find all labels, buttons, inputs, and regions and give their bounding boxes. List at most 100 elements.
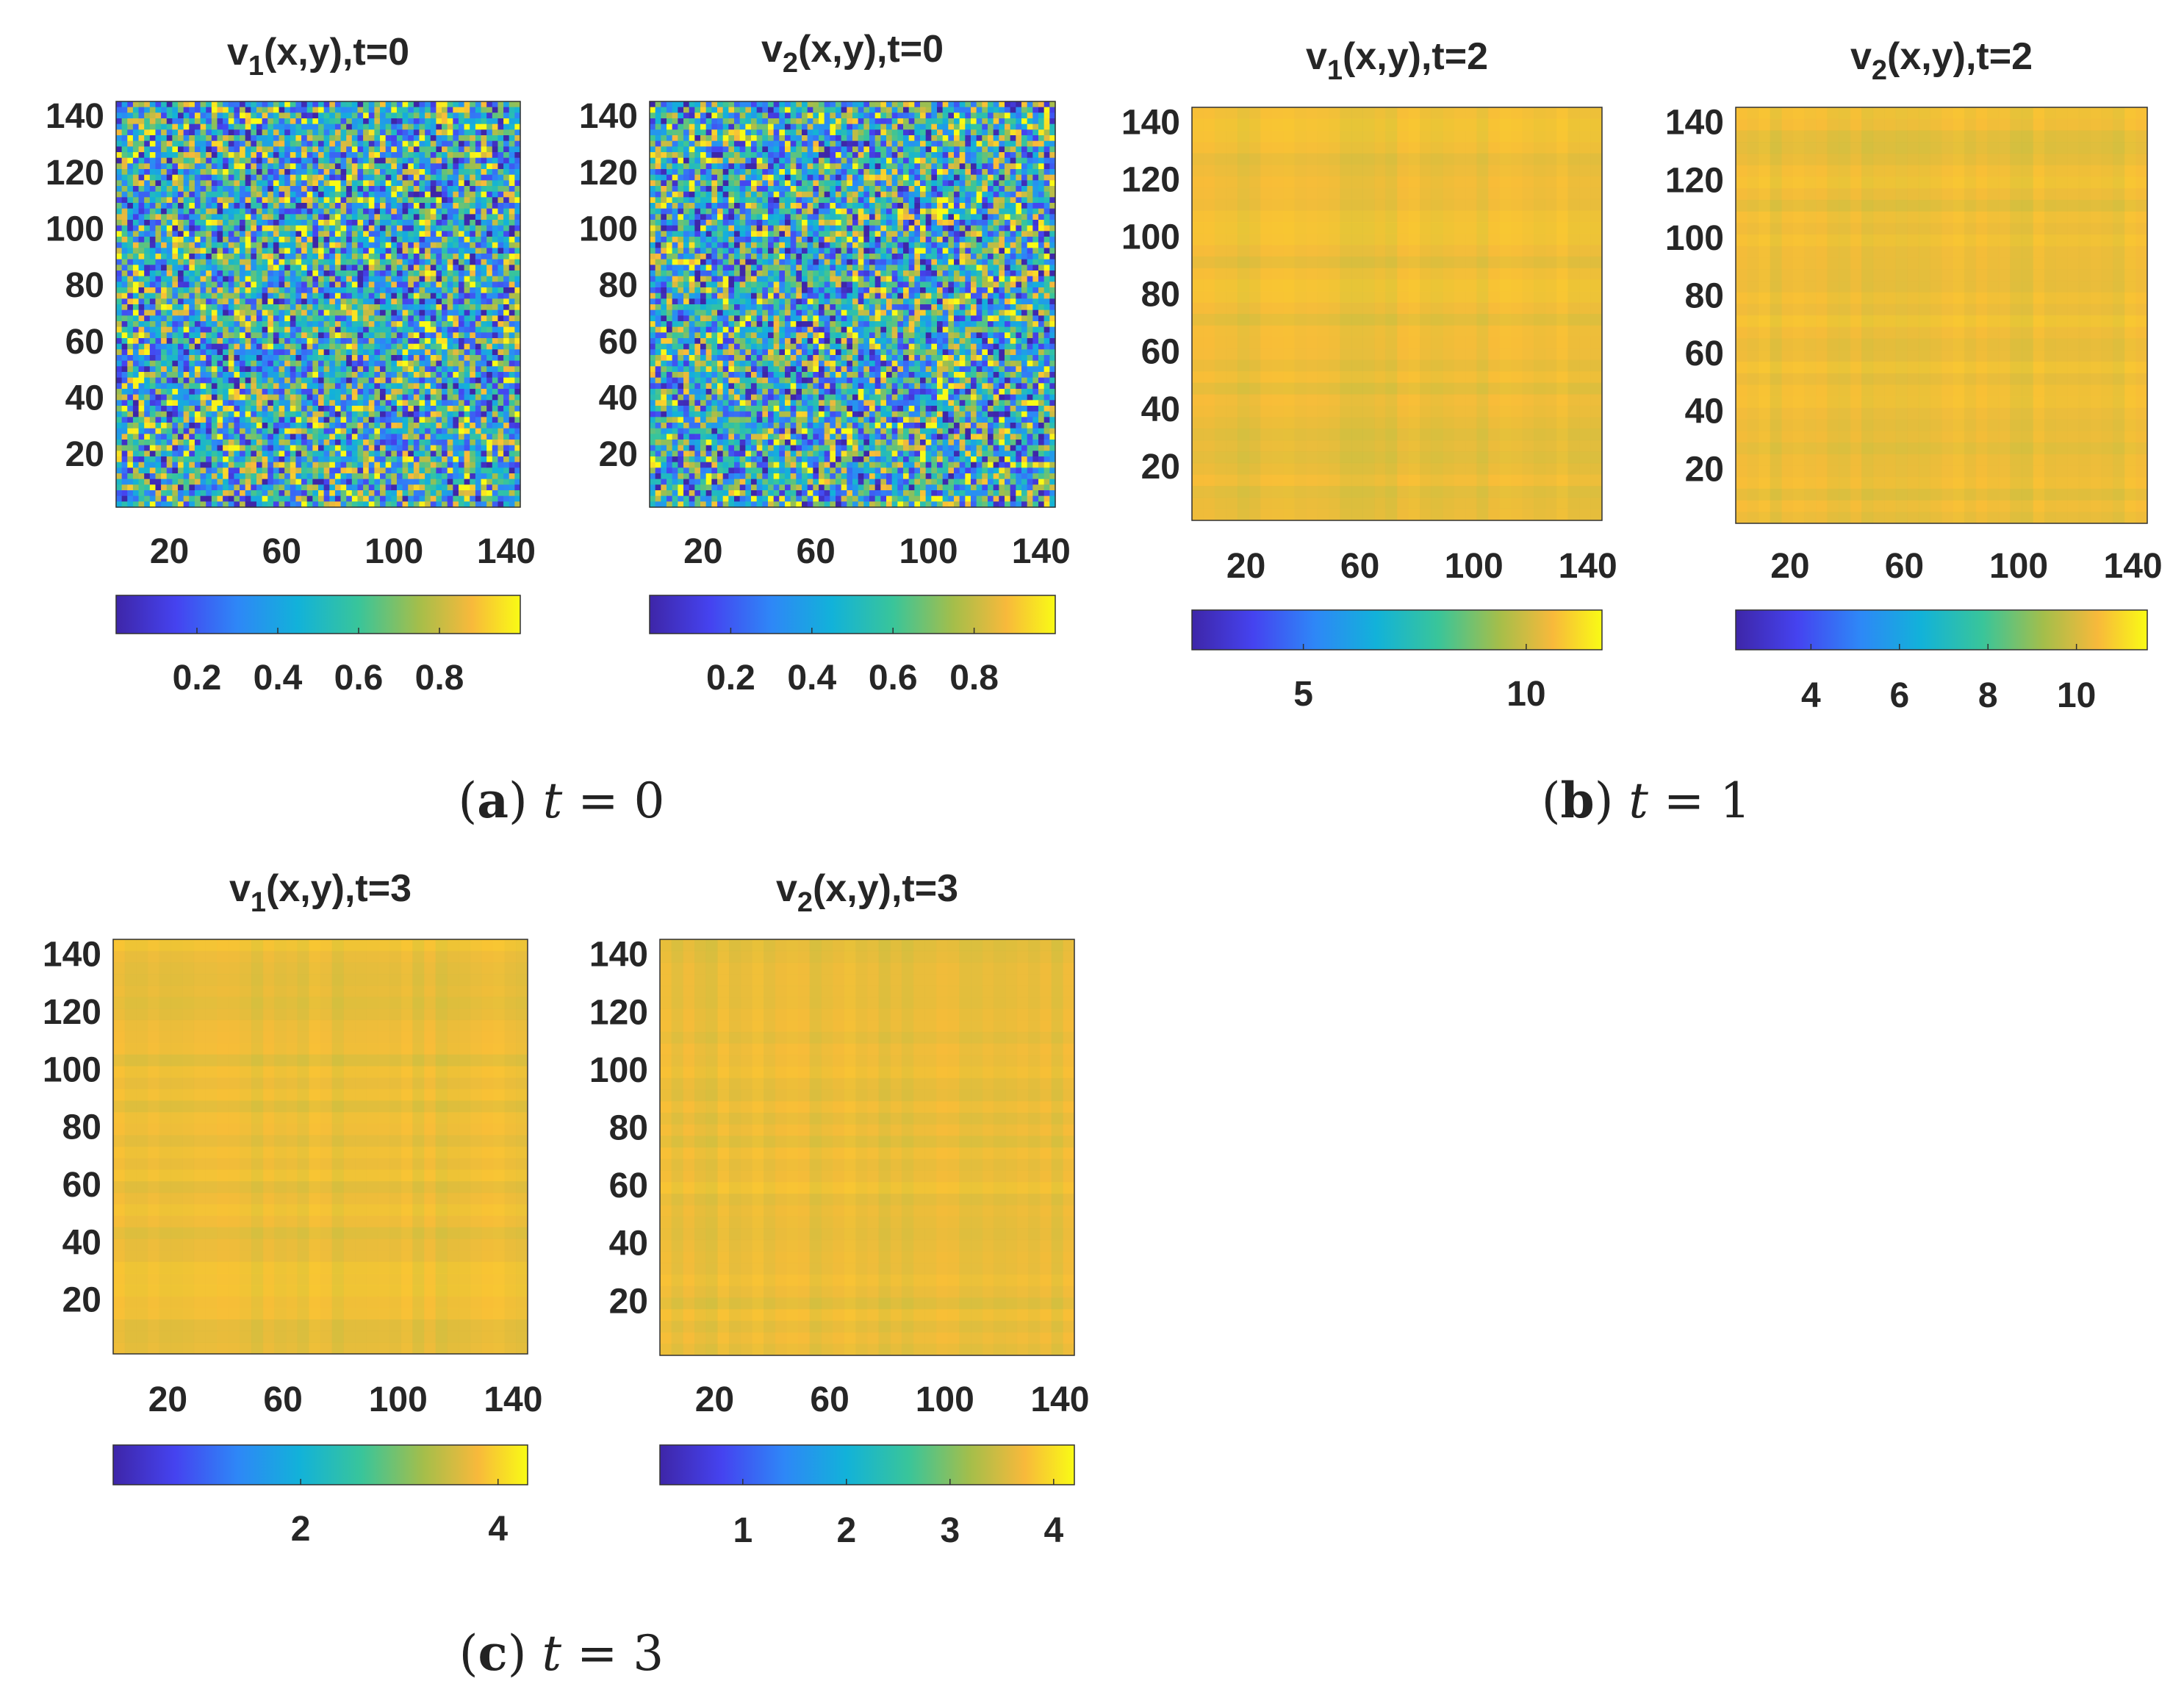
colorbar-tick-label: 10 <box>2057 676 2096 715</box>
colorbar <box>1735 609 2148 650</box>
y-tick-label: 60 <box>1141 333 1180 372</box>
colorbar-tick-label: 2 <box>291 1510 311 1549</box>
colorbar-tick-label: 2 <box>836 1511 856 1550</box>
heatmap-panel-c2: v2(x,y),t=3 20 40 60 80 100 120 140 20 60 100 140 1 2… <box>589 867 1090 1550</box>
heatmap-image <box>1736 107 2148 524</box>
colorbar-tick-label: 5 <box>1293 675 1313 714</box>
plot-frame <box>1191 107 1603 521</box>
x-tick-label: 100 <box>916 1380 974 1419</box>
y-tick-label: 80 <box>65 266 104 305</box>
plot-frame <box>659 939 1075 1356</box>
y-tick-label: 120 <box>1121 161 1180 200</box>
heatmap-panel-a1: v1(x,y),t=0 20 40 60 80 100 120 140 20 60 100 140 0.… <box>46 31 536 698</box>
colorbar <box>112 1444 528 1485</box>
colorbar <box>659 1444 1075 1485</box>
colorbar-tick-label: 1 <box>733 1511 752 1550</box>
y-tick-label: 40 <box>1685 392 1724 431</box>
x-tick-label: 100 <box>369 1380 428 1419</box>
y-tick-label: 60 <box>65 323 104 362</box>
y-tick-label: 60 <box>599 323 638 362</box>
y-tick-label: 80 <box>609 1108 648 1147</box>
y-tick-label: 120 <box>1665 161 1724 200</box>
y-tick-label: 140 <box>1665 104 1724 143</box>
y-tick-label: 140 <box>579 97 638 136</box>
y-tick-label: 120 <box>46 154 104 193</box>
x-tick-label: 60 <box>263 1380 302 1419</box>
x-tick-label: 140 <box>1559 547 1617 586</box>
heatmap-image <box>113 939 528 1355</box>
plot-frame <box>112 939 528 1355</box>
y-tick-label: 120 <box>589 993 648 1032</box>
x-tick-label: 20 <box>683 532 722 571</box>
y-tick-label: 140 <box>46 97 104 136</box>
x-tick-label: 100 <box>1445 547 1504 586</box>
x-tick-label: 60 <box>1885 547 1924 586</box>
x-tick-label: 60 <box>262 532 301 571</box>
y-tick-label: 20 <box>609 1282 648 1321</box>
colorbar-tick-label: 0.2 <box>706 659 755 698</box>
colorbar-tick-label: 3 <box>940 1511 960 1550</box>
plot-frame <box>115 101 521 508</box>
colorbar-tick-label: 4 <box>488 1510 508 1549</box>
x-tick-label: 60 <box>1340 547 1379 586</box>
panel-title: v2(x,y),t=3 <box>776 867 958 918</box>
x-tick-label: 100 <box>1989 547 2048 586</box>
y-tick-label: 140 <box>1121 104 1180 143</box>
colorbar-tick-label: 4 <box>1043 1511 1063 1550</box>
heatmap-panel-c1: v1(x,y),t=3 20 40 60 80 100 120 140 20 60 100 140 2 4 <box>43 867 543 1549</box>
heatmap-panel-b2: v2(x,y),t=2 20 40 60 80 100 120 140 20 60 100 140 4 6… <box>1665 35 2163 715</box>
colorbar-tick-label: 4 <box>1801 676 1821 715</box>
y-tick-label: 100 <box>589 1051 648 1090</box>
y-tick-label: 100 <box>1665 219 1724 258</box>
heatmap-image <box>116 101 521 508</box>
x-tick-label: 140 <box>1030 1380 1089 1419</box>
colorbar-tick-label: 0.6 <box>334 659 384 698</box>
x-tick-label: 140 <box>2104 547 2163 586</box>
y-tick-label: 80 <box>1685 276 1724 315</box>
x-tick-label: 20 <box>148 1380 187 1419</box>
x-tick-label: 100 <box>899 532 958 571</box>
colorbar-tick-label: 10 <box>1506 675 1545 714</box>
plot-frame <box>1735 107 2148 524</box>
colorbar-tick-label: 0.8 <box>415 659 464 698</box>
colorbar-tick-label: 6 <box>1889 676 1909 715</box>
y-tick-label: 100 <box>46 210 104 249</box>
subfigure-caption-c: (c) t = 3 <box>459 1624 664 1682</box>
y-tick-label: 40 <box>609 1225 648 1263</box>
y-tick-label: 80 <box>599 266 638 305</box>
x-tick-label: 100 <box>364 532 423 571</box>
x-tick-label: 20 <box>150 532 189 571</box>
colorbar <box>115 595 521 634</box>
y-tick-label: 100 <box>43 1050 101 1089</box>
y-tick-label: 120 <box>579 154 638 193</box>
colorbar <box>1191 609 1603 650</box>
panel-title: v1(x,y),t=3 <box>229 867 412 918</box>
y-tick-label: 40 <box>599 379 638 418</box>
y-tick-label: 60 <box>62 1166 101 1205</box>
panel-title: v2(x,y),t=0 <box>761 28 944 79</box>
heatmap-panel-b1: v1(x,y),t=2 20 40 60 80 100 120 140 20 60 100 140 5 1… <box>1121 35 1617 714</box>
colorbar-tick-label: 0.4 <box>254 659 303 698</box>
subfigure-caption-b: (b) t = 1 <box>1542 772 1750 829</box>
y-tick-label: 100 <box>579 210 638 249</box>
panel-title: v1(x,y),t=2 <box>1306 35 1488 86</box>
y-tick-label: 60 <box>1685 334 1724 373</box>
colorbar-tick-label: 0.8 <box>949 659 999 698</box>
x-tick-label: 140 <box>484 1380 542 1419</box>
colorbar-tick-label: 8 <box>1978 676 1998 715</box>
y-tick-label: 40 <box>65 379 104 418</box>
y-tick-label: 100 <box>1121 218 1180 257</box>
colorbar-tick-label: 0.4 <box>787 659 836 698</box>
panel-title: v2(x,y),t=2 <box>1850 35 2033 86</box>
x-tick-label: 20 <box>695 1380 734 1419</box>
y-tick-label: 20 <box>1685 450 1724 489</box>
x-tick-label: 20 <box>1770 547 1809 586</box>
y-tick-label: 60 <box>609 1166 648 1205</box>
y-tick-label: 120 <box>43 993 101 1032</box>
y-tick-label: 140 <box>589 936 648 975</box>
x-tick-label: 140 <box>1012 532 1071 571</box>
x-tick-label: 60 <box>810 1380 849 1419</box>
y-tick-label: 20 <box>62 1281 101 1320</box>
heatmap-image <box>650 101 1056 508</box>
